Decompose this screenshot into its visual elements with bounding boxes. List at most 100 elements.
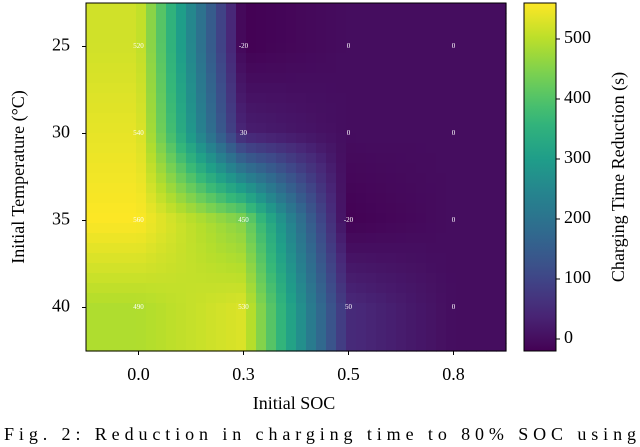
heatmap-cell: [456, 23, 467, 34]
heatmap-cell: [496, 203, 507, 214]
heatmap-cell: [266, 243, 277, 254]
heatmap-cell: [296, 243, 307, 254]
heatmap-cell: [406, 93, 417, 104]
heatmap-cell: [446, 223, 457, 234]
heatmap-cell: [166, 93, 177, 104]
heatmap-cell: [496, 263, 507, 274]
heatmap-cell: [96, 273, 107, 284]
heatmap-cell: [376, 183, 387, 194]
heatmap-cell: [446, 253, 457, 264]
heatmap-cell: [216, 213, 227, 224]
heatmap-cell: [136, 303, 147, 314]
heatmap-cell: [86, 313, 97, 324]
heatmap-cell: [276, 3, 287, 14]
heatmap-cell: [366, 13, 377, 24]
heatmap-cell: [316, 13, 327, 24]
heatmap-cell: [256, 163, 267, 174]
heatmap-cell: [226, 3, 237, 14]
heatmap-cell: [366, 43, 377, 54]
heatmap-cell: [346, 173, 357, 184]
heatmap-cell: [326, 303, 337, 314]
heatmap-cell: [326, 83, 337, 94]
heatmap-cell: [376, 233, 387, 244]
heatmap-cell: [426, 103, 437, 114]
heatmap-cell: [306, 343, 317, 352]
heatmap-cell: [406, 193, 417, 204]
heatmap-cell: [466, 83, 477, 94]
heatmap-cell: [396, 243, 407, 254]
heatmap-cell: [456, 173, 467, 184]
heatmap-cell: [236, 153, 247, 164]
heatmap-cell: [386, 323, 397, 334]
heatmap-cell: [276, 83, 287, 94]
heatmap-cell: [446, 3, 457, 14]
heatmap-cell: [296, 103, 307, 114]
heatmap-cell: [136, 13, 147, 24]
heatmap-cell: [286, 13, 297, 24]
heatmap-cell: [186, 163, 197, 174]
heatmap-cell: [296, 3, 307, 14]
heatmap-cell: [86, 93, 97, 104]
heatmap-cell: [466, 113, 477, 124]
heatmap-cell: [386, 133, 397, 144]
heatmap-cell: [276, 203, 287, 214]
heatmap-cell: [386, 23, 397, 34]
value-label: 30: [240, 129, 248, 137]
heatmap-cell: [406, 73, 417, 84]
heatmap-cell: [386, 113, 397, 124]
heatmap-cell: [376, 83, 387, 94]
heatmap-cell: [136, 113, 147, 124]
heatmap-cell: [166, 303, 177, 314]
heatmap-cell: [206, 243, 217, 254]
heatmap-cell: [456, 203, 467, 214]
heatmap-cell: [226, 233, 237, 244]
heatmap-cell: [236, 303, 247, 314]
heatmap-cell: [186, 253, 197, 264]
heatmap-cell: [126, 193, 137, 204]
heatmap-cell: [436, 293, 447, 304]
heatmap-cell: [156, 43, 167, 54]
heatmap-cell: [316, 203, 327, 214]
heatmap-cell: [216, 253, 227, 264]
heatmap-cell: [336, 93, 347, 104]
heatmap-cell: [346, 73, 357, 84]
heatmap-cell: [446, 13, 457, 24]
heatmap-cell: [476, 343, 487, 352]
heatmap-cell: [316, 63, 327, 74]
heatmap-cell: [166, 123, 177, 134]
heatmap-cell: [156, 233, 167, 244]
heatmap-cell: [326, 333, 337, 344]
heatmap-cell: [486, 73, 497, 84]
heatmap-cell: [146, 33, 157, 44]
heatmap-cell: [226, 123, 237, 134]
heatmap-cell: [156, 3, 167, 14]
heatmap-cell: [366, 313, 377, 324]
heatmap-cell: [366, 63, 377, 74]
heatmap-cell: [296, 33, 307, 44]
heatmap-cell: [206, 53, 217, 64]
heatmap-cell: [486, 263, 497, 274]
heatmap-cell: [336, 43, 347, 54]
heatmap-cell: [366, 33, 377, 44]
heatmap-cell: [316, 23, 327, 34]
heatmap-cell: [456, 33, 467, 44]
heatmap-cell: [416, 143, 427, 154]
heatmap-cell: [426, 283, 437, 294]
heatmap-cell: [216, 273, 227, 284]
heatmap-cell: [406, 233, 417, 244]
heatmap-cell: [336, 133, 347, 144]
heatmap-cell: [256, 23, 267, 34]
heatmap-cell: [426, 293, 437, 304]
heatmap-cell: [476, 303, 487, 314]
heatmap-cell: [376, 273, 387, 284]
heatmap-cell: [366, 83, 377, 94]
heatmap-cell: [136, 273, 147, 284]
heatmap-cell: [296, 223, 307, 234]
heatmap-cell: [166, 33, 177, 44]
heatmap-cell: [286, 103, 297, 114]
heatmap-cell: [356, 143, 367, 154]
heatmap-cell: [376, 163, 387, 174]
heatmap-cell: [116, 333, 127, 344]
heatmap-cell: [216, 293, 227, 304]
